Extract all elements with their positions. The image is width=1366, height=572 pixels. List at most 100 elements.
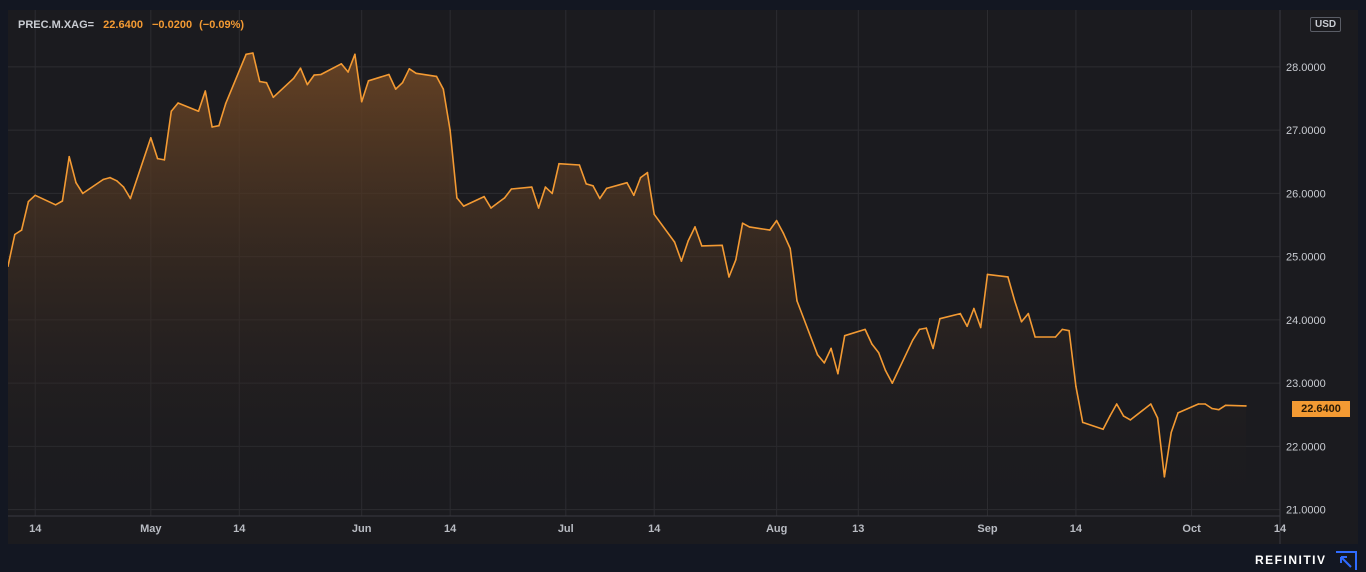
data-point bbox=[211, 126, 213, 128]
data-point bbox=[877, 352, 880, 354]
brand-wordmark: REFINITIV bbox=[1255, 553, 1327, 567]
y-tick-label: 27.0000 bbox=[1286, 125, 1326, 137]
data-point bbox=[313, 74, 315, 76]
series-area bbox=[8, 53, 1246, 498]
data-point bbox=[789, 247, 791, 250]
data-point bbox=[224, 102, 227, 105]
x-tick-label: 13 bbox=[852, 523, 864, 535]
data-point bbox=[1129, 419, 1132, 421]
data-point bbox=[925, 327, 928, 329]
data-point bbox=[320, 73, 322, 76]
data-point bbox=[721, 244, 723, 247]
last-price-tag: 22.6400 bbox=[1292, 401, 1350, 417]
data-point bbox=[1034, 336, 1036, 338]
data-point bbox=[973, 307, 975, 310]
y-tick-label: 22.0000 bbox=[1286, 441, 1326, 453]
data-point bbox=[735, 259, 737, 261]
time-axis[interactable]: 14 May 14 Jun 14 Jul 14 Aug 13 Sep 14 Oct 14 bbox=[29, 523, 1287, 535]
data-point bbox=[415, 72, 417, 75]
data-point bbox=[1163, 476, 1166, 478]
data-point bbox=[1204, 403, 1206, 405]
data-point bbox=[258, 80, 261, 83]
data-point bbox=[748, 226, 751, 228]
data-point bbox=[204, 90, 207, 92]
data-point bbox=[680, 260, 683, 262]
y-tick-label: 25.0000 bbox=[1286, 252, 1326, 264]
price-chart[interactable]: 21.0000 22.0000 23.0000 24.0000 25.0000 26.00… bbox=[8, 10, 1358, 544]
data-point bbox=[129, 197, 132, 200]
data-point bbox=[14, 233, 16, 236]
data-point bbox=[687, 240, 689, 242]
x-tick-label: 14 bbox=[444, 523, 457, 535]
data-point bbox=[265, 81, 268, 84]
data-point bbox=[1218, 408, 1220, 411]
data-point bbox=[122, 186, 125, 188]
data-point bbox=[578, 164, 581, 166]
data-point bbox=[605, 187, 608, 190]
data-point bbox=[837, 372, 839, 375]
data-point bbox=[939, 317, 941, 320]
data-point bbox=[775, 219, 778, 222]
data-point bbox=[163, 159, 166, 161]
data-point bbox=[871, 343, 873, 345]
y-tick-label: 21.0000 bbox=[1286, 505, 1326, 517]
data-point bbox=[340, 63, 343, 65]
y-tick-label: 26.0000 bbox=[1286, 188, 1326, 200]
y-tick-label: 23.0000 bbox=[1286, 378, 1326, 390]
data-point bbox=[503, 197, 506, 199]
data-point bbox=[864, 328, 866, 331]
data-point bbox=[8, 265, 9, 267]
data-point bbox=[823, 362, 826, 364]
data-point bbox=[1150, 403, 1152, 405]
data-point bbox=[347, 71, 349, 73]
price-axis[interactable]: 21.0000 22.0000 23.0000 24.0000 25.0000 26.00… bbox=[1286, 62, 1326, 517]
data-point bbox=[1122, 415, 1125, 417]
data-point bbox=[82, 192, 84, 195]
data-point bbox=[299, 67, 302, 69]
data-point bbox=[1170, 431, 1172, 434]
data-point bbox=[394, 88, 397, 90]
data-point bbox=[884, 369, 887, 372]
data-point bbox=[490, 207, 492, 209]
data-point bbox=[728, 276, 730, 278]
data-point bbox=[1197, 403, 1200, 405]
data-point bbox=[150, 137, 152, 139]
data-point bbox=[701, 245, 703, 247]
x-tick-label: Oct bbox=[1182, 523, 1201, 535]
data-point bbox=[54, 204, 57, 206]
legend-last-price: 22.6400 bbox=[103, 19, 143, 31]
data-point bbox=[537, 207, 540, 209]
data-point bbox=[911, 339, 914, 342]
data-point bbox=[544, 186, 547, 188]
data-point bbox=[497, 202, 499, 204]
x-tick-label: Jun bbox=[352, 523, 372, 535]
x-tick-label: 14 bbox=[648, 523, 661, 535]
chart-legend: PREC.M.XAG= 22.6400 −0.0200 (−0.09%) bbox=[18, 19, 244, 31]
data-point bbox=[510, 188, 513, 190]
data-point bbox=[442, 88, 445, 90]
data-point bbox=[741, 222, 744, 224]
data-point bbox=[401, 81, 404, 84]
data-point bbox=[1211, 407, 1213, 410]
data-point bbox=[782, 232, 785, 235]
data-point bbox=[633, 194, 635, 197]
data-point bbox=[20, 229, 23, 231]
data-point bbox=[979, 326, 982, 329]
data-point bbox=[1245, 405, 1247, 407]
y-tick-label: 28.0000 bbox=[1286, 62, 1326, 74]
data-points bbox=[8, 52, 1247, 478]
data-point bbox=[1102, 428, 1104, 431]
data-point bbox=[462, 205, 465, 207]
data-point bbox=[966, 325, 968, 328]
data-point bbox=[109, 176, 111, 179]
currency-badge[interactable]: USD bbox=[1310, 17, 1342, 32]
data-point bbox=[531, 186, 533, 188]
x-tick-label: 14 bbox=[29, 523, 42, 535]
area-fill bbox=[8, 53, 1246, 498]
data-point bbox=[694, 226, 696, 228]
y-tick-label: 24.0000 bbox=[1286, 315, 1326, 327]
x-tick-label: Sep bbox=[977, 523, 997, 535]
data-point bbox=[932, 347, 934, 350]
data-point bbox=[306, 83, 309, 86]
x-tick-label: 14 bbox=[233, 523, 246, 535]
